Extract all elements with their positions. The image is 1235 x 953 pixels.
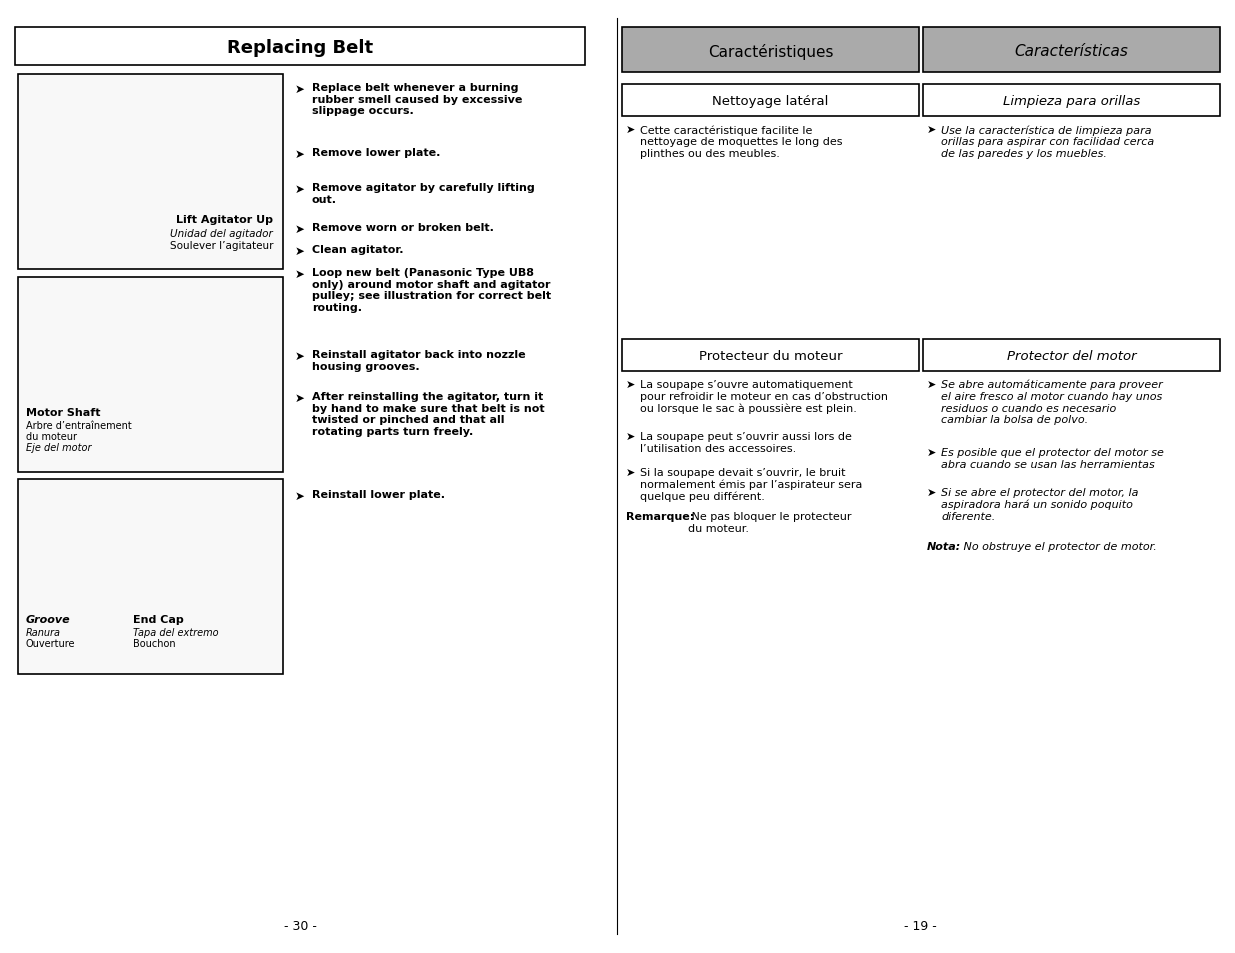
Text: ➤: ➤	[295, 268, 305, 281]
Text: Remove worn or broken belt.: Remove worn or broken belt.	[312, 223, 494, 233]
Text: Unidad del agitador: Unidad del agitador	[170, 229, 273, 239]
Text: Reinstall lower plate.: Reinstall lower plate.	[312, 490, 445, 499]
Bar	[622, 85, 919, 117]
Text: Protector del motor: Protector del motor	[1007, 350, 1136, 363]
Text: ➤: ➤	[295, 148, 305, 161]
Bar	[19, 479, 283, 675]
Text: ➤: ➤	[295, 83, 305, 96]
Text: Si la soupape devait s’ouvrir, le bruit
normalement émis par l’aspirateur sera
q: Si la soupape devait s’ouvrir, le bruit …	[640, 468, 862, 502]
Text: La soupape peut s’ouvrir aussi lors de
l’utilisation des accessoires.: La soupape peut s’ouvrir aussi lors de l…	[640, 432, 852, 453]
Text: ➤: ➤	[295, 350, 305, 363]
Text: Remove lower plate.: Remove lower plate.	[312, 148, 441, 158]
Text: Caractéristiques: Caractéristiques	[708, 44, 834, 59]
Text: Loop new belt (Panasonic Type UB8
only) around motor shaft and agitator
pulley; : Loop new belt (Panasonic Type UB8 only) …	[312, 268, 551, 313]
Text: ➤: ➤	[927, 488, 936, 497]
Text: ➤: ➤	[295, 392, 305, 405]
Bar	[923, 339, 1220, 372]
Text: Cette caractéristique facilite le
nettoyage de moquettes le long des
plinthes ou: Cette caractéristique facilite le nettoy…	[640, 125, 842, 158]
Text: Limpieza para orillas: Limpieza para orillas	[1003, 95, 1140, 109]
Text: ➤: ➤	[295, 223, 305, 235]
Text: End Cap: End Cap	[133, 615, 184, 624]
Text: Si se abre el protector del motor, la
aspiradora hará un sonido poquito
diferent: Si se abre el protector del motor, la as…	[941, 488, 1139, 521]
Text: du moteur: du moteur	[26, 432, 77, 441]
Text: Lift Agitator Up: Lift Agitator Up	[177, 214, 273, 225]
Text: Tapa del extremo: Tapa del extremo	[133, 627, 219, 638]
Bar	[19, 75, 283, 270]
Text: ➤: ➤	[626, 379, 635, 390]
Text: No obstruye el protector de motor.: No obstruye el protector de motor.	[960, 541, 1157, 552]
Text: ➤: ➤	[295, 245, 305, 257]
Text: Eje del motor: Eje del motor	[26, 442, 91, 453]
Text: ➤: ➤	[295, 183, 305, 195]
Text: Remove agitator by carefully lifting
out.: Remove agitator by carefully lifting out…	[312, 183, 535, 204]
Text: Replacing Belt: Replacing Belt	[227, 39, 373, 57]
Text: Bouchon: Bouchon	[133, 639, 175, 648]
Bar	[923, 28, 1220, 73]
Text: Nota:: Nota:	[927, 541, 961, 552]
Bar	[19, 277, 283, 473]
Bar	[15, 28, 585, 66]
Text: ➤: ➤	[626, 125, 635, 135]
Text: - 30 -: - 30 -	[284, 919, 316, 932]
Text: Protecteur du moteur: Protecteur du moteur	[699, 350, 842, 363]
Text: Motor Shaft: Motor Shaft	[26, 408, 100, 417]
Bar	[923, 85, 1220, 117]
Text: ➤: ➤	[927, 125, 936, 135]
Bar	[622, 339, 919, 372]
Text: Groove: Groove	[26, 615, 70, 624]
Text: Use la característica de limpieza para
orillas para aspirar con facilidad cerca
: Use la característica de limpieza para o…	[941, 125, 1155, 158]
Text: Se abre automáticamente para proveer
el aire fresco al motor cuando hay unos
res: Se abre automáticamente para proveer el …	[941, 379, 1162, 425]
Text: Clean agitator.: Clean agitator.	[312, 245, 404, 254]
Text: Ranura: Ranura	[26, 627, 61, 638]
Text: Replace belt whenever a burning
rubber smell caused by excessive
slippage occurs: Replace belt whenever a burning rubber s…	[312, 83, 522, 116]
Bar	[622, 28, 919, 73]
Text: Ne pas bloquer le protecteur
du moteur.: Ne pas bloquer le protecteur du moteur.	[688, 512, 851, 533]
Text: ➤: ➤	[927, 448, 936, 457]
Text: Ouverture: Ouverture	[26, 639, 75, 648]
Text: ➤: ➤	[626, 468, 635, 477]
Text: ➤: ➤	[927, 379, 936, 390]
Text: - 19 -: - 19 -	[904, 919, 936, 932]
Text: Soulever l’agitateur: Soulever l’agitateur	[169, 241, 273, 251]
Text: Es posible que el protector del motor se
abra cuando se usan las herramientas: Es posible que el protector del motor se…	[941, 448, 1163, 469]
Text: Reinstall agitator back into nozzle
housing grooves.: Reinstall agitator back into nozzle hous…	[312, 350, 526, 372]
Text: Características: Características	[1015, 44, 1129, 59]
Text: ➤: ➤	[295, 490, 305, 502]
Text: Arbre d’entraînement: Arbre d’entraînement	[26, 420, 132, 431]
Text: Nettoyage latéral: Nettoyage latéral	[713, 95, 829, 109]
Text: La soupape s’ouvre automatiquement
pour refroidir le moteur en cas d’obstruction: La soupape s’ouvre automatiquement pour …	[640, 379, 888, 414]
Text: ➤: ➤	[626, 432, 635, 441]
Text: Remarque:: Remarque:	[626, 512, 694, 521]
Text: After reinstalling the agitator, turn it
by hand to make sure that belt is not
t: After reinstalling the agitator, turn it…	[312, 392, 545, 436]
